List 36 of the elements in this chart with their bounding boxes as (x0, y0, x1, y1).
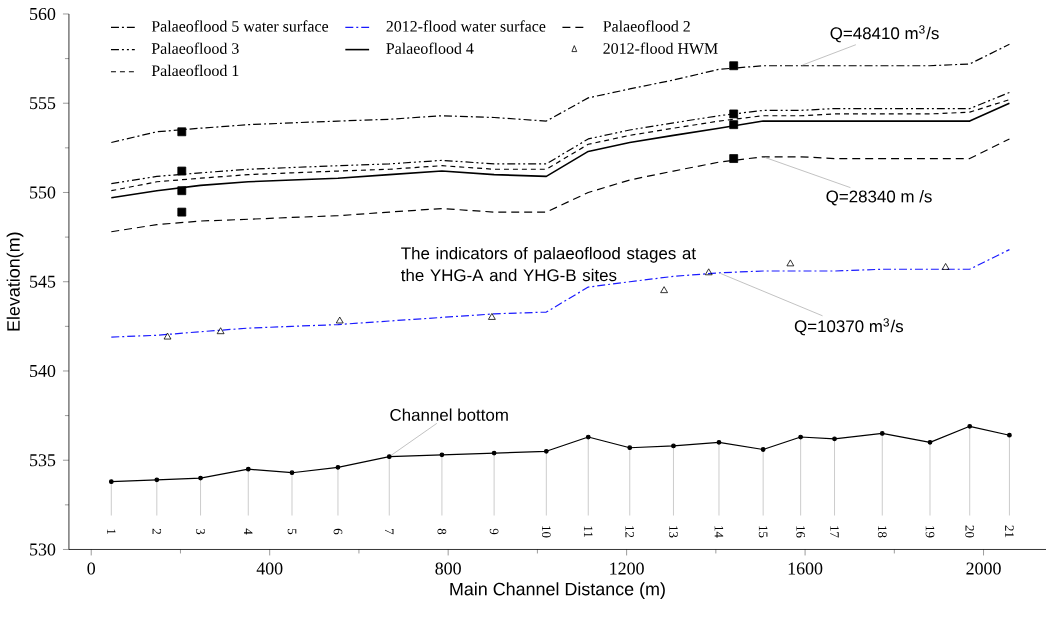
annotation: Channel bottom (390, 408, 508, 422)
annotation: Q=48410 m$^{3}$/s (830, 25, 939, 43)
point (163, 332, 172, 340)
point (177, 127, 187, 137)
y-axis-title: Elevation(m) (6, 232, 24, 331)
x-axis-title: Main Channel Distance (m) (450, 582, 665, 600)
point (941, 263, 950, 271)
y-tick-label: 530 (30, 543, 56, 556)
x-tick-label: 2000 (966, 562, 1001, 575)
point (704, 268, 713, 276)
y-tick-label: 555 (30, 97, 56, 110)
point (729, 154, 739, 164)
point (786, 259, 795, 267)
point (216, 327, 225, 335)
point (729, 109, 739, 119)
point (488, 313, 496, 321)
point (729, 61, 739, 71)
annotation: Q=28340 m /s (826, 190, 932, 206)
point (177, 166, 187, 176)
y-tick-label: 560 (30, 8, 56, 21)
x-tick-label: 1200 (610, 562, 644, 575)
x-tick-label: 400 (256, 562, 283, 575)
point (177, 186, 187, 196)
point (177, 208, 187, 217)
point (335, 316, 344, 324)
point (660, 286, 668, 294)
x-tick-label: 0 (87, 562, 96, 575)
point (729, 120, 739, 130)
annotation: The indicators of palaeoflood stages at the YHG-A and YHG-B sites (401, 247, 696, 282)
y-tick-label: 535 (30, 454, 56, 467)
y-tick-label: 550 (30, 186, 56, 199)
y-tick-label: 540 (30, 365, 56, 378)
y-tick-label: 545 (30, 276, 56, 288)
annotation: Q=10370 m$^{3}$/s (794, 318, 904, 336)
x-tick-label: 800 (435, 562, 461, 575)
x-tick-label: 1600 (788, 562, 823, 575)
